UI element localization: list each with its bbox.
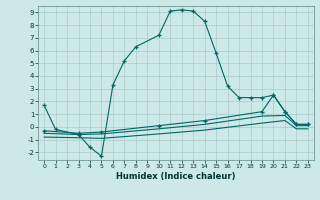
X-axis label: Humidex (Indice chaleur): Humidex (Indice chaleur) [116,172,236,181]
